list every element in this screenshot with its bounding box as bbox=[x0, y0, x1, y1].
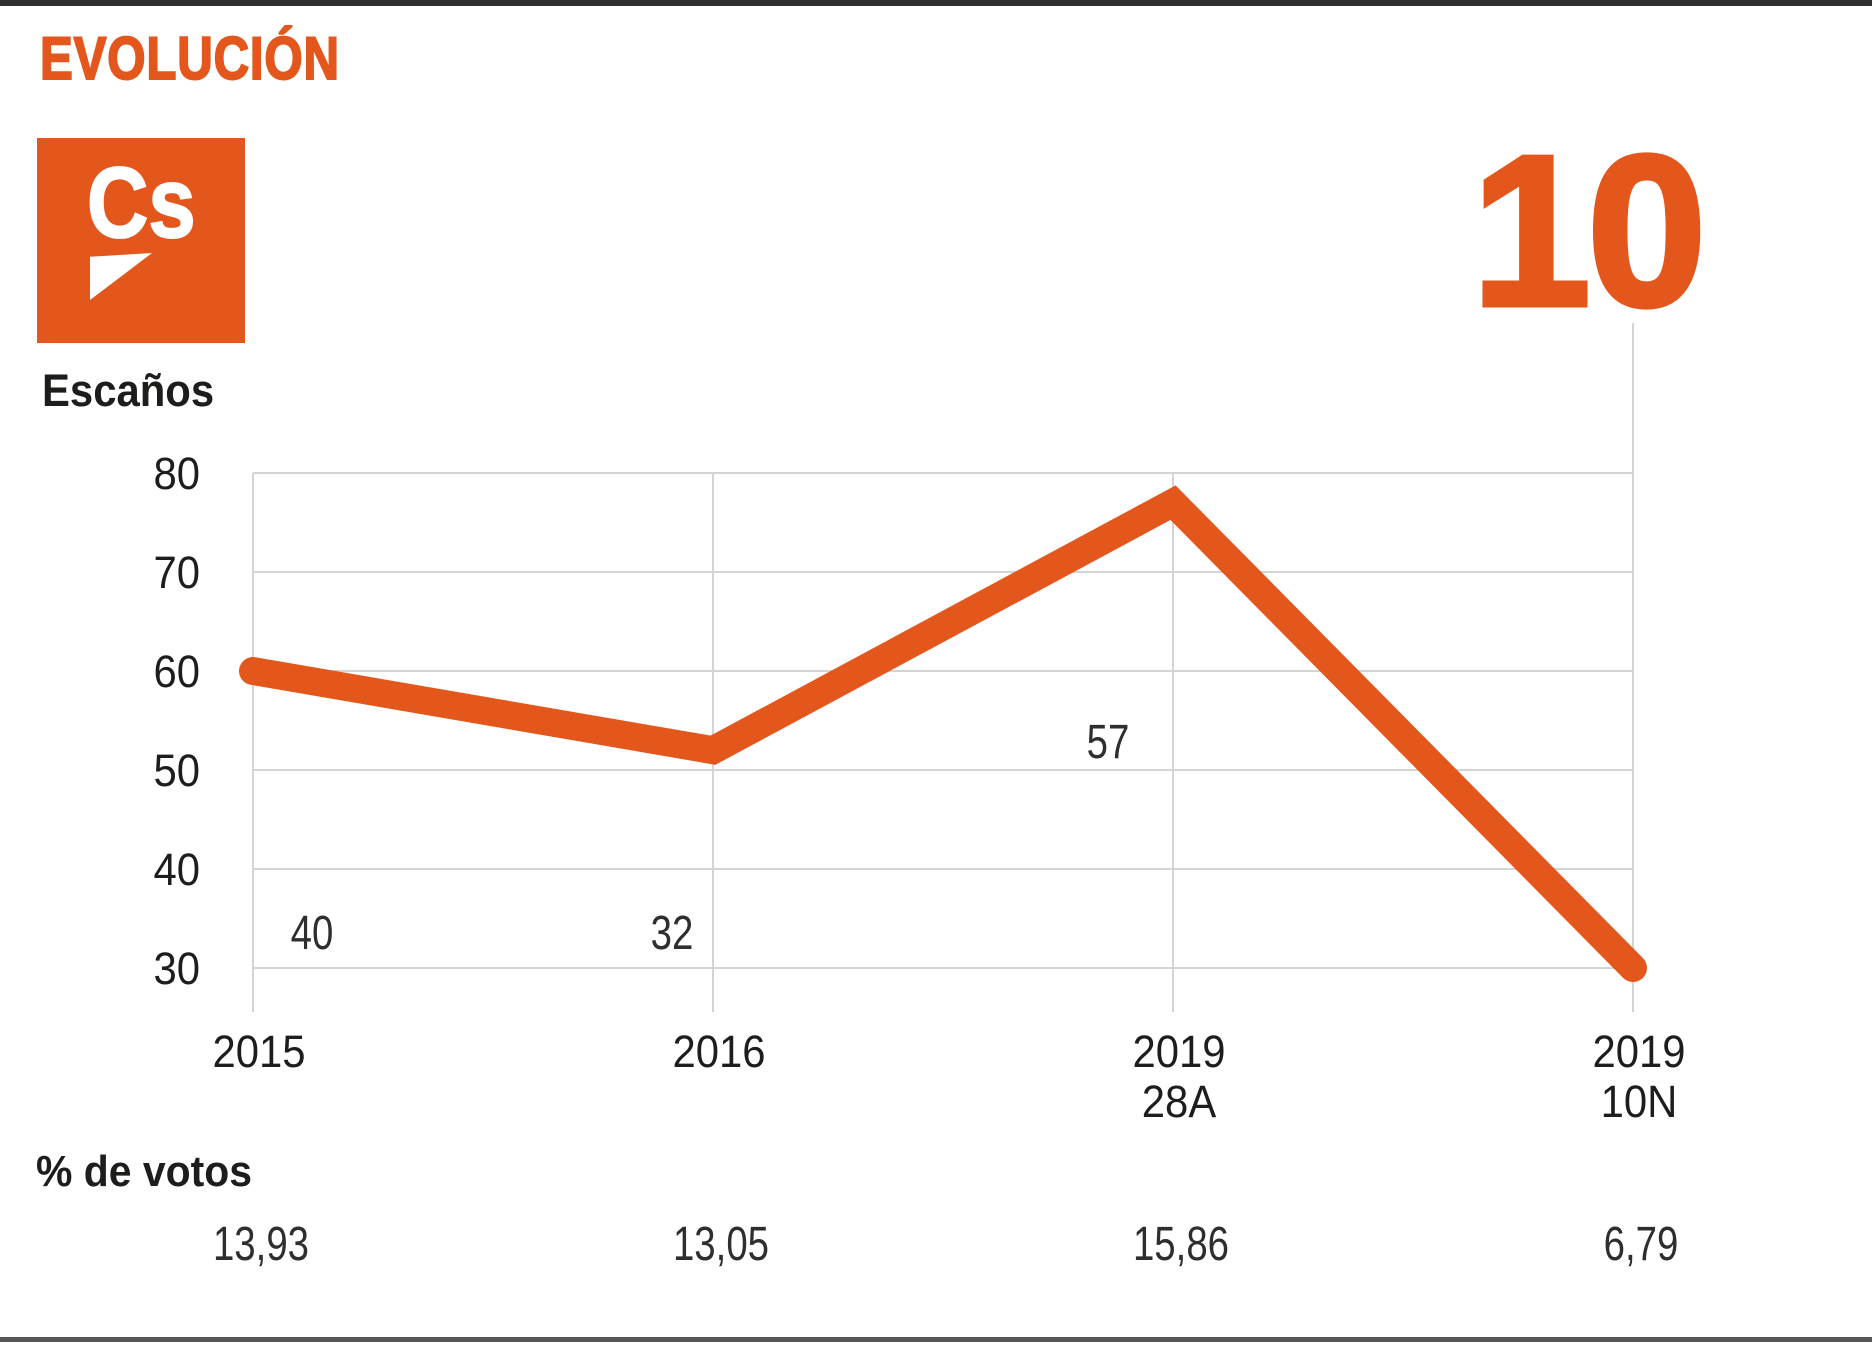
vote-value-0: 13,93 bbox=[213, 1218, 309, 1271]
data-label-2: 57 bbox=[1087, 716, 1130, 769]
series-layer bbox=[239, 485, 1647, 982]
vote-value-2: 15,86 bbox=[1133, 1218, 1229, 1271]
y-axis-label-80: 80 bbox=[153, 450, 200, 500]
vote-value-1: 13,05 bbox=[673, 1218, 769, 1271]
votes-section-title: % de votos bbox=[36, 1147, 253, 1196]
x-axis-label-1-0: 2016 bbox=[672, 1028, 765, 1078]
bottom-rule bbox=[0, 1337, 1872, 1342]
y-axis-label-40: 40 bbox=[153, 846, 200, 896]
page-title: EVOLUCIÓN bbox=[39, 25, 340, 92]
grid-layer bbox=[252, 323, 1634, 1012]
chart-title-seats: Escaños bbox=[42, 365, 215, 416]
data-label-1: 32 bbox=[651, 907, 694, 960]
x-axis-label-3-0: 2019 bbox=[1592, 1028, 1685, 1078]
top-rule bbox=[0, 0, 1872, 6]
seats-line bbox=[239, 485, 1647, 982]
big-seats-value: 10 bbox=[1471, 110, 1702, 351]
data-label-0: 40 bbox=[291, 907, 334, 960]
x-axis-label-3-1: 10N bbox=[1601, 1078, 1678, 1128]
y-axis-label-50: 50 bbox=[153, 747, 200, 797]
y-axis-label-70: 70 bbox=[153, 549, 200, 599]
y-axis-label-60: 60 bbox=[153, 648, 200, 698]
y-axis-label-30: 30 bbox=[153, 945, 200, 995]
cs-party-logo: Cs bbox=[37, 138, 245, 343]
vote-value-3: 6,79 bbox=[1604, 1218, 1679, 1271]
x-axis-label-2-1: 28A bbox=[1142, 1078, 1216, 1128]
x-axis-label-0-0: 2015 bbox=[212, 1028, 305, 1078]
cs-logo-text: Cs bbox=[86, 147, 196, 259]
x-axis-label-2-0: 2019 bbox=[1132, 1028, 1225, 1078]
